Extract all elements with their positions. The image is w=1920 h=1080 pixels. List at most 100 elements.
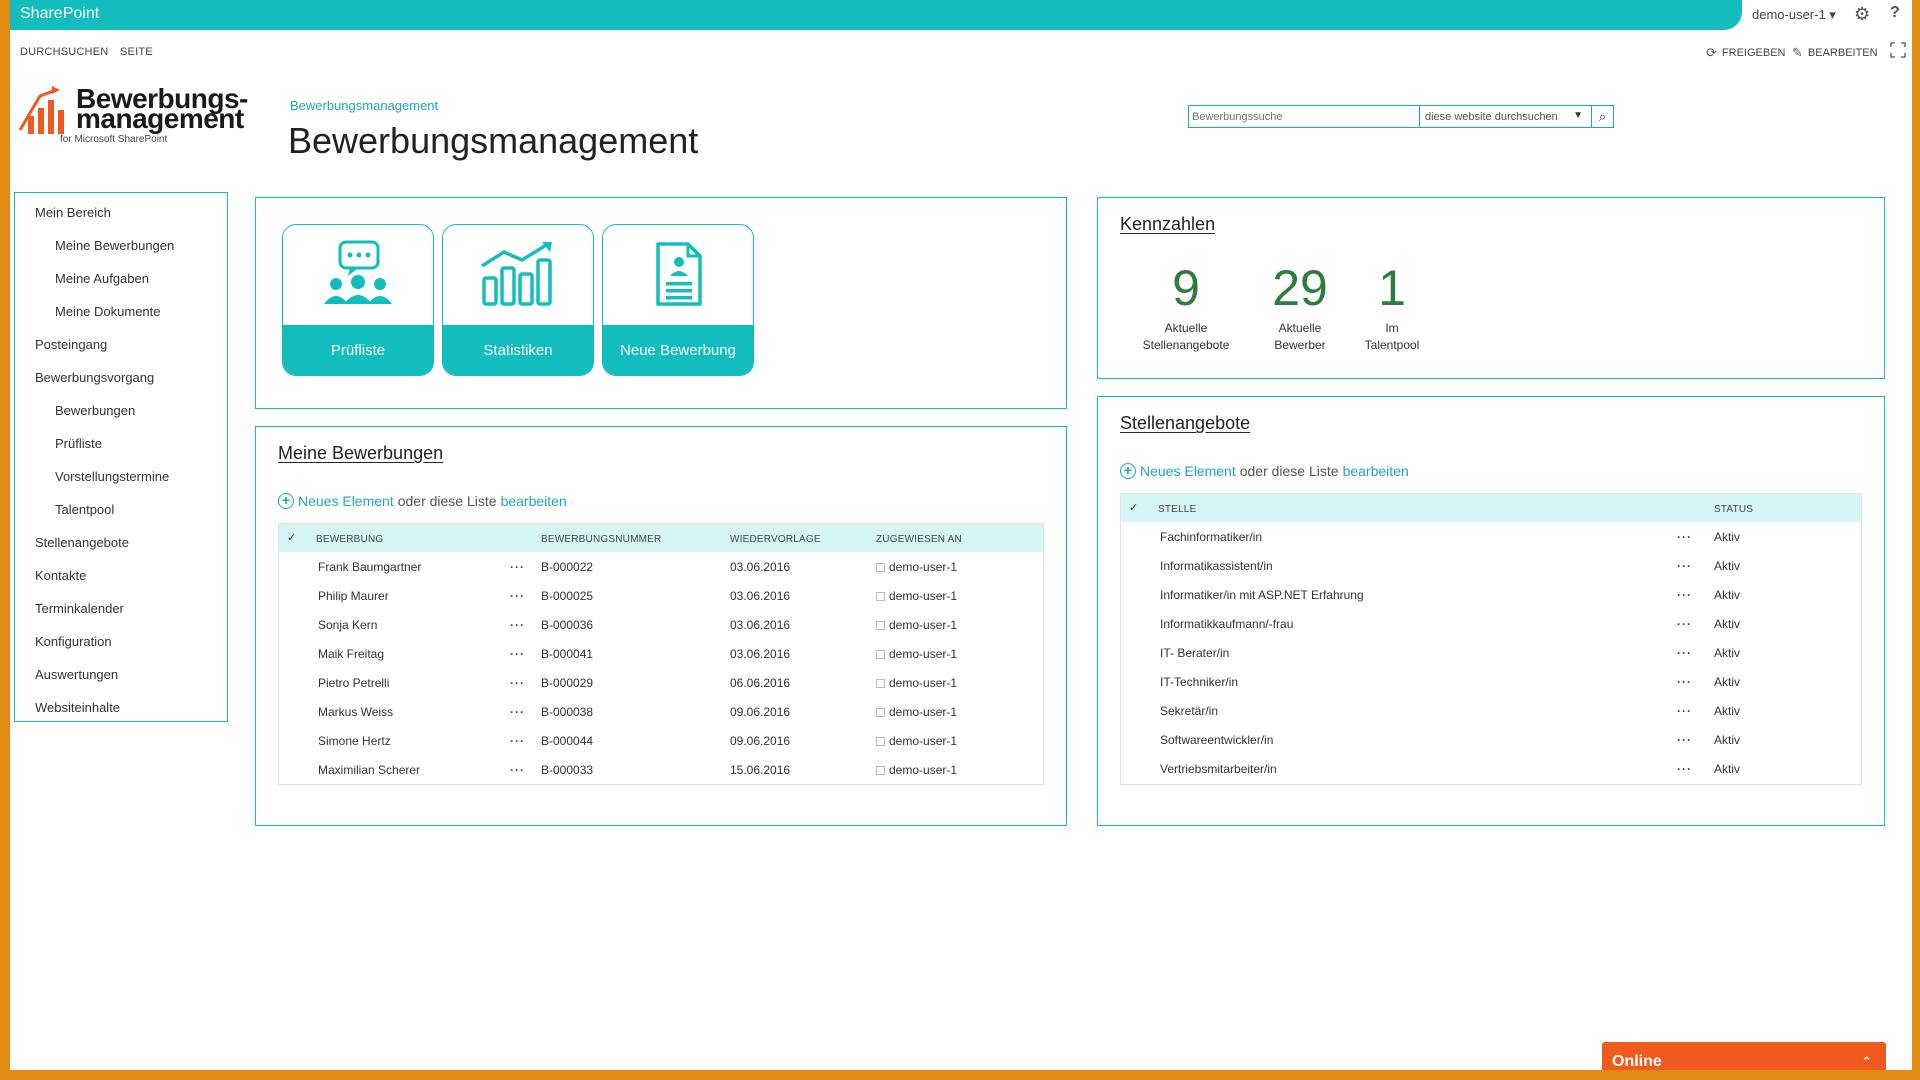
checkbox[interactable] <box>876 766 885 775</box>
plus-icon[interactable]: + <box>1120 463 1136 479</box>
kpi-stellenangebote[interactable]: 9 Aktuelle Stellenangebote <box>1126 260 1246 354</box>
share-button[interactable]: ⟳ FREIGEBEN <box>1706 45 1785 61</box>
meine-bewerbungen-title[interactable]: Meine Bewerbungen <box>278 443 444 463</box>
edit-list-link[interactable]: bearbeiten <box>1342 463 1409 479</box>
more-options-icon[interactable]: ··· <box>1677 559 1692 573</box>
more-options-icon[interactable]: ··· <box>510 589 525 603</box>
search-input[interactable] <box>1188 105 1420 128</box>
checkbox[interactable] <box>876 737 885 746</box>
assigned-user-name[interactable]: demo-user-1 <box>889 763 958 777</box>
checkbox[interactable] <box>876 679 885 688</box>
applicant-name[interactable]: Simone Hertz <box>318 734 391 748</box>
assigned-user-name[interactable]: demo-user-1 <box>889 560 958 574</box>
nav-item-bewerbungsvorgang[interactable]: Bewerbungsvorgang <box>35 370 155 385</box>
applicant-name[interactable]: Maik Freitag <box>318 647 385 661</box>
column-header[interactable]: STELLE <box>1158 504 1197 515</box>
assigned-user-name[interactable]: demo-user-1 <box>889 647 958 661</box>
more-options-icon[interactable]: ··· <box>510 560 525 574</box>
table-row[interactable]: Philip Maurer ··· B-000025 03.06.2016 demo-u… <box>279 581 1043 610</box>
column-header[interactable]: WIEDERVORLAGE <box>730 534 821 545</box>
nav-item-terminkalender[interactable]: Terminkalender <box>35 601 124 616</box>
more-options-icon[interactable]: ··· <box>510 618 525 632</box>
search-icon[interactable]: ⌕ <box>1592 105 1614 128</box>
nav-item-auswertungen[interactable]: Auswertungen <box>35 667 119 682</box>
checkbox[interactable] <box>876 621 885 630</box>
table-row[interactable]: Pietro Petrelli ··· B-000029 06.06.2016 demo… <box>279 668 1043 697</box>
online-chat-bar[interactable]: Online ⌃ <box>1602 1042 1886 1070</box>
kpi-bewerber[interactable]: 29 Aktuelle Bewerber <box>1250 260 1350 354</box>
more-options-icon[interactable]: ··· <box>1677 675 1692 689</box>
nav-item-pruefliste[interactable]: Prüfliste <box>55 436 102 451</box>
table-row[interactable]: IT-Techniker/in ··· Aktiv <box>1121 667 1861 696</box>
applicant-name[interactable]: Frank Baumgartner <box>318 560 422 574</box>
focus-content-icon[interactable] <box>1890 42 1906 58</box>
job-title[interactable]: Sekretär/in <box>1160 704 1219 718</box>
more-options-icon[interactable]: ··· <box>1677 704 1692 718</box>
table-row[interactable]: Informatikassistent/in ··· Aktiv <box>1121 551 1861 580</box>
job-title[interactable]: Informatiker/in mit ASP.NET Erfahrung <box>1160 588 1364 602</box>
table-row[interactable]: Simone Hertz ··· B-000044 09.06.2016 demo-us… <box>279 726 1043 755</box>
table-row[interactable]: Maximilian Scherer ··· B-000033 15.06.2016 d… <box>279 755 1043 784</box>
select-all-checkmark-icon[interactable]: ✓ <box>287 532 297 544</box>
tab-durchsuchen[interactable]: DURCHSUCHEN <box>20 46 109 58</box>
tile-pruefliste[interactable]: Prüfliste <box>282 224 434 376</box>
more-options-icon[interactable]: ··· <box>1677 617 1692 631</box>
table-row[interactable]: IT- Berater/in ··· Aktiv <box>1121 638 1861 667</box>
nav-item-posteingang[interactable]: Posteingang <box>35 337 108 352</box>
assigned-user-name[interactable]: demo-user-1 <box>889 705 958 719</box>
applicant-name[interactable]: Pietro Petrelli <box>318 676 390 690</box>
checkbox[interactable] <box>876 708 885 717</box>
more-options-icon[interactable]: ··· <box>1677 646 1692 660</box>
job-title[interactable]: Softwareentwickler/in <box>1160 733 1274 747</box>
edit-list-link[interactable]: bearbeiten <box>500 493 567 509</box>
more-options-icon[interactable]: ··· <box>1677 733 1692 747</box>
nav-item-meine-aufgaben[interactable]: Meine Aufgaben <box>55 271 149 286</box>
assigned-user-name[interactable]: demo-user-1 <box>889 734 958 748</box>
table-row[interactable]: Softwareentwickler/in ··· Aktiv <box>1121 725 1861 754</box>
breadcrumb[interactable]: Bewerbungsmanagement <box>290 98 439 113</box>
nav-item-mein-bereich[interactable]: Mein Bereich <box>35 205 111 220</box>
nav-item-talentpool[interactable]: Talentpool <box>55 502 115 517</box>
more-options-icon[interactable]: ··· <box>510 647 525 661</box>
nav-item-vorstellungstermine[interactable]: Vorstellungstermine <box>55 469 170 484</box>
more-options-icon[interactable]: ··· <box>1677 530 1692 544</box>
nav-item-kontakte[interactable]: Kontakte <box>35 568 87 583</box>
more-options-icon[interactable]: ··· <box>1677 762 1692 776</box>
table-row[interactable]: Frank Baumgartner ··· B-000022 03.06.2016 de… <box>279 552 1043 581</box>
applicant-name[interactable]: Sonja Kern <box>318 618 378 632</box>
assigned-user-name[interactable]: demo-user-1 <box>889 589 958 603</box>
table-row[interactable]: Sonja Kern ··· B-000036 03.06.2016 demo-user… <box>279 610 1043 639</box>
tab-seite[interactable]: SEITE <box>120 46 153 58</box>
new-item-link[interactable]: Neues Element <box>298 493 394 509</box>
plus-icon[interactable]: + <box>278 493 294 509</box>
job-title[interactable]: IT-Techniker/in <box>1160 675 1239 689</box>
applicant-name[interactable]: Maximilian Scherer <box>318 763 421 777</box>
more-options-icon[interactable]: ··· <box>1677 588 1692 602</box>
more-options-icon[interactable]: ··· <box>510 676 525 690</box>
checkbox[interactable] <box>876 650 885 659</box>
gear-icon[interactable]: ⚙ <box>1854 4 1871 24</box>
chevron-up-icon[interactable]: ⌃ <box>1861 1054 1872 1069</box>
applicant-name[interactable]: Markus Weiss <box>318 705 394 719</box>
edit-button[interactable]: ✎ BEARBEITEN <box>1792 45 1878 61</box>
nav-item-meine-dokumente[interactable]: Meine Dokumente <box>55 304 161 319</box>
kpi-talentpool[interactable]: 1 Im Talentpool <box>1342 260 1442 354</box>
column-header[interactable]: BEWERBUNGSNUMMER <box>541 534 662 545</box>
tile-statistiken[interactable]: Statistiken <box>442 224 594 376</box>
more-options-icon[interactable]: ··· <box>510 763 525 777</box>
table-row[interactable]: Sekretär/in ··· Aktiv <box>1121 696 1861 725</box>
nav-item-websiteinhalte[interactable]: Websiteinhalte <box>35 700 121 715</box>
select-all-checkmark-icon[interactable]: ✓ <box>1129 502 1139 514</box>
table-row[interactable]: Vertriebsmitarbeiter/in ··· Aktiv <box>1121 754 1861 783</box>
checkbox[interactable] <box>876 563 885 572</box>
column-header[interactable]: BEWERBUNG <box>316 534 384 545</box>
stellenangebote-title[interactable]: Stellenangebote <box>1120 413 1251 433</box>
table-row[interactable]: Informatikkaufmann/-frau ··· Aktiv <box>1121 609 1861 638</box>
user-menu[interactable]: demo-user-1 ▾ <box>1752 7 1836 22</box>
table-row[interactable]: Maik Freitag ··· B-000041 03.06.2016 demo-us… <box>279 639 1043 668</box>
tile-neue-bewerbung[interactable]: Neue Bewerbung <box>602 224 754 376</box>
more-options-icon[interactable]: ··· <box>510 734 525 748</box>
nav-item-bewerbungen[interactable]: Bewerbungen <box>55 403 136 418</box>
table-row[interactable]: Fachinformatiker/in ··· Aktiv <box>1121 522 1861 551</box>
job-title[interactable]: Informatikassistent/in <box>1160 559 1273 573</box>
